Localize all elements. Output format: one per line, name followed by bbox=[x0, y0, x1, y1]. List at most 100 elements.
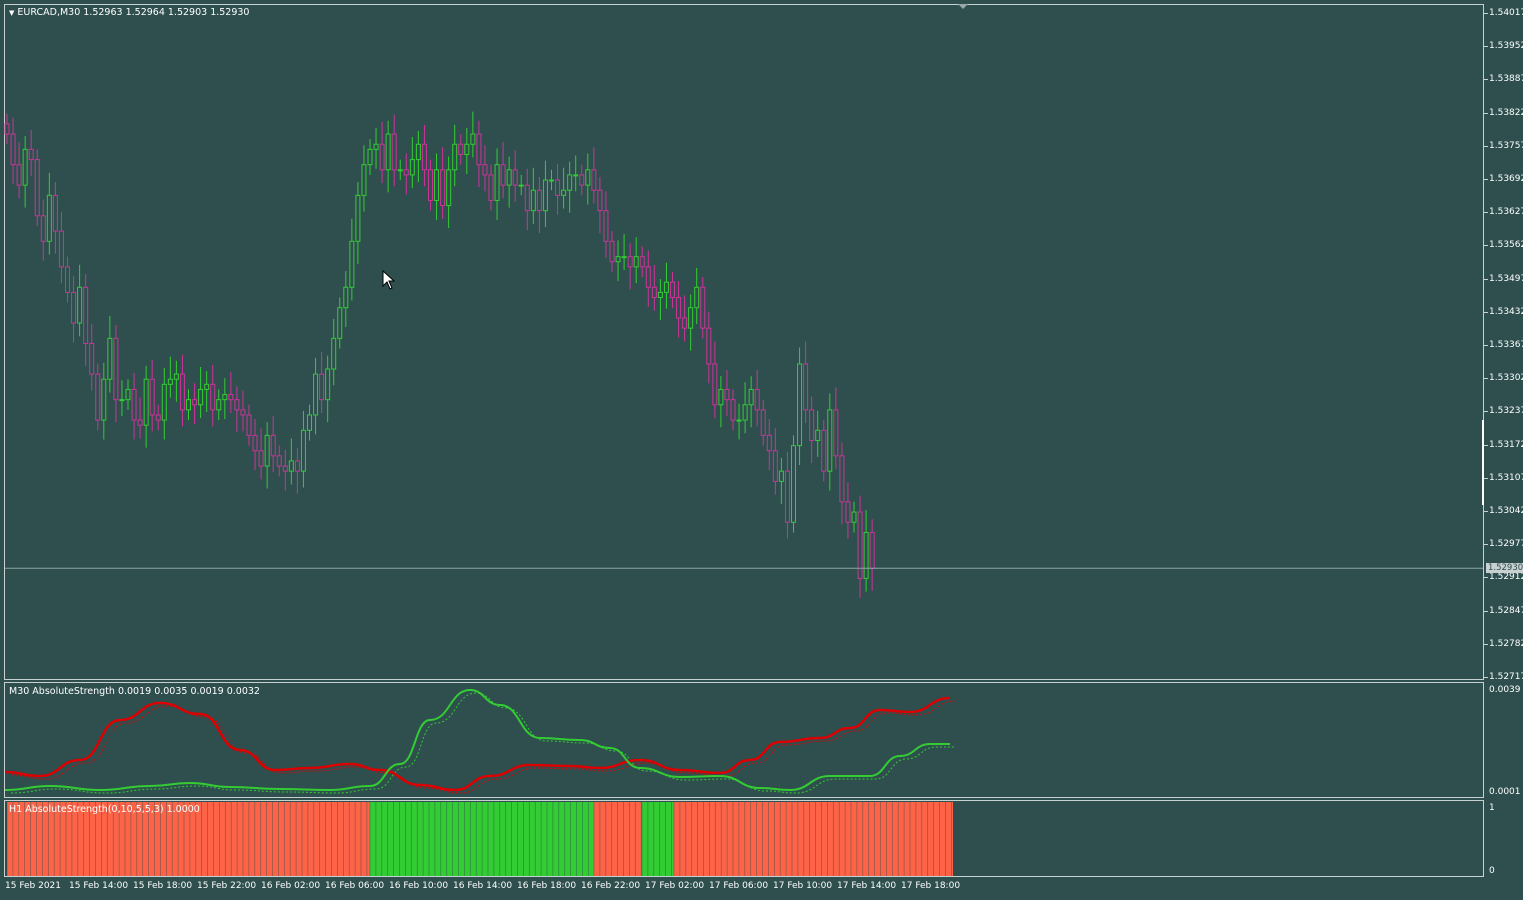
price-scale-tick bbox=[1484, 411, 1488, 413]
candle-body bbox=[633, 256, 639, 268]
candle-body bbox=[216, 399, 222, 411]
price-scale-tick bbox=[1484, 179, 1488, 180]
candle-body bbox=[827, 409, 833, 472]
candle-body bbox=[379, 143, 385, 171]
candle-body bbox=[173, 373, 179, 380]
price-scale-label: 1.53107 bbox=[1489, 472, 1523, 483]
time-axis-label: 16 Feb 02:00 bbox=[261, 881, 321, 891]
candle-body bbox=[440, 169, 446, 207]
candle-body bbox=[343, 286, 349, 309]
candle-body bbox=[143, 378, 149, 426]
candle-body bbox=[34, 159, 40, 217]
candle-body bbox=[524, 184, 530, 212]
indicator2-pane[interactable] bbox=[4, 800, 1484, 877]
time-axis-label: 15 Feb 22:00 bbox=[197, 881, 257, 891]
candle-body bbox=[331, 337, 337, 370]
scroll-shift-marker-icon[interactable] bbox=[958, 4, 968, 9]
candle-body bbox=[276, 455, 282, 467]
candle-body bbox=[307, 414, 312, 431]
price-scale-label: 1.53237 bbox=[1489, 406, 1523, 417]
candle-body bbox=[161, 383, 167, 421]
candle-body bbox=[77, 286, 83, 324]
candle-body bbox=[597, 189, 603, 212]
price-scale-tick bbox=[1484, 278, 1488, 280]
candle-body bbox=[319, 373, 325, 401]
histogram-segment bbox=[7, 802, 370, 876]
candle-body bbox=[246, 414, 252, 436]
candle-body bbox=[561, 189, 567, 196]
candle-body bbox=[869, 531, 875, 569]
candle-body bbox=[494, 164, 500, 201]
chevron-down-icon[interactable]: ▼ bbox=[9, 9, 15, 17]
candle-body bbox=[71, 291, 77, 324]
candle-body bbox=[361, 164, 367, 196]
candle-body bbox=[192, 399, 198, 406]
time-axis-label: 17 Feb 02:00 bbox=[645, 881, 705, 891]
candle-body bbox=[10, 133, 16, 166]
candle-body bbox=[579, 174, 585, 186]
candle-body bbox=[415, 143, 421, 161]
scale-drag-handle[interactable] bbox=[1482, 420, 1484, 505]
candle-body bbox=[89, 342, 95, 375]
candle-body bbox=[518, 184, 524, 187]
candle-body bbox=[506, 169, 512, 186]
time-axis-label: 16 Feb 10:00 bbox=[389, 881, 449, 891]
price-scale-tick bbox=[1484, 212, 1488, 214]
candle-body bbox=[198, 388, 204, 406]
candle-body bbox=[851, 511, 857, 523]
price-scale-label: 1.52912 bbox=[1489, 572, 1523, 583]
candle-body bbox=[651, 286, 657, 298]
candle-body bbox=[645, 266, 651, 288]
candle-body bbox=[542, 179, 548, 212]
strength-green-line bbox=[4, 688, 950, 792]
candle-body bbox=[421, 143, 427, 171]
candle-body bbox=[258, 450, 264, 467]
candle-body bbox=[58, 230, 64, 268]
histogram-segment bbox=[642, 802, 674, 876]
candle-body bbox=[179, 373, 185, 411]
price-scale-label: 1.53757 bbox=[1489, 140, 1523, 151]
candle-body bbox=[282, 465, 288, 472]
price-scale-tick bbox=[1484, 444, 1488, 446]
candle-body bbox=[512, 169, 518, 186]
price-scale-tick bbox=[1484, 311, 1488, 313]
indicator1-pane[interactable] bbox=[4, 682, 1484, 798]
candle-body bbox=[107, 337, 113, 380]
price-scale-tick bbox=[1484, 477, 1488, 479]
price-scale-tick bbox=[1484, 46, 1488, 48]
candle-body bbox=[863, 531, 869, 579]
candle-body bbox=[791, 445, 796, 523]
price-scale-label: 1.53432 bbox=[1489, 306, 1523, 317]
candle-body bbox=[857, 511, 863, 579]
candle-body bbox=[536, 189, 542, 212]
candle-body bbox=[397, 169, 403, 172]
candle-body bbox=[736, 419, 742, 422]
candle-body bbox=[204, 383, 210, 390]
price-scale-tick bbox=[1484, 677, 1488, 678]
candle-body bbox=[46, 194, 52, 242]
candle-body bbox=[113, 337, 119, 401]
strength-red-line bbox=[4, 696, 951, 792]
candle-body bbox=[778, 470, 784, 482]
candle-body bbox=[313, 373, 319, 416]
candle-body bbox=[700, 286, 706, 329]
candle-body bbox=[409, 159, 415, 176]
price-scale-label: 1.53042 bbox=[1489, 506, 1523, 516]
main-chart-pane[interactable] bbox=[4, 4, 1484, 680]
candle-body bbox=[815, 429, 821, 442]
time-axis-label: 16 Feb 18:00 bbox=[517, 881, 577, 891]
time-axis-label: 17 Feb 18:00 bbox=[901, 881, 961, 891]
price-scale-tick bbox=[1484, 577, 1488, 579]
candle-body bbox=[573, 174, 579, 177]
indicator2-scale-bottom: 0 bbox=[1489, 866, 1495, 876]
candle-body bbox=[797, 363, 803, 447]
candle-body bbox=[549, 179, 554, 182]
price-scale-tick bbox=[1484, 511, 1488, 512]
candle-body bbox=[724, 388, 730, 401]
price-scale-label: 1.53302 bbox=[1489, 373, 1523, 384]
candle-body bbox=[83, 286, 89, 344]
time-axis-label: 15 Feb 14:00 bbox=[69, 881, 129, 891]
symbol-header: ▼ EURCAD,M30 1.52963 1.52964 1.52903 1.5… bbox=[9, 7, 250, 18]
price-scale-tick bbox=[1484, 643, 1488, 645]
